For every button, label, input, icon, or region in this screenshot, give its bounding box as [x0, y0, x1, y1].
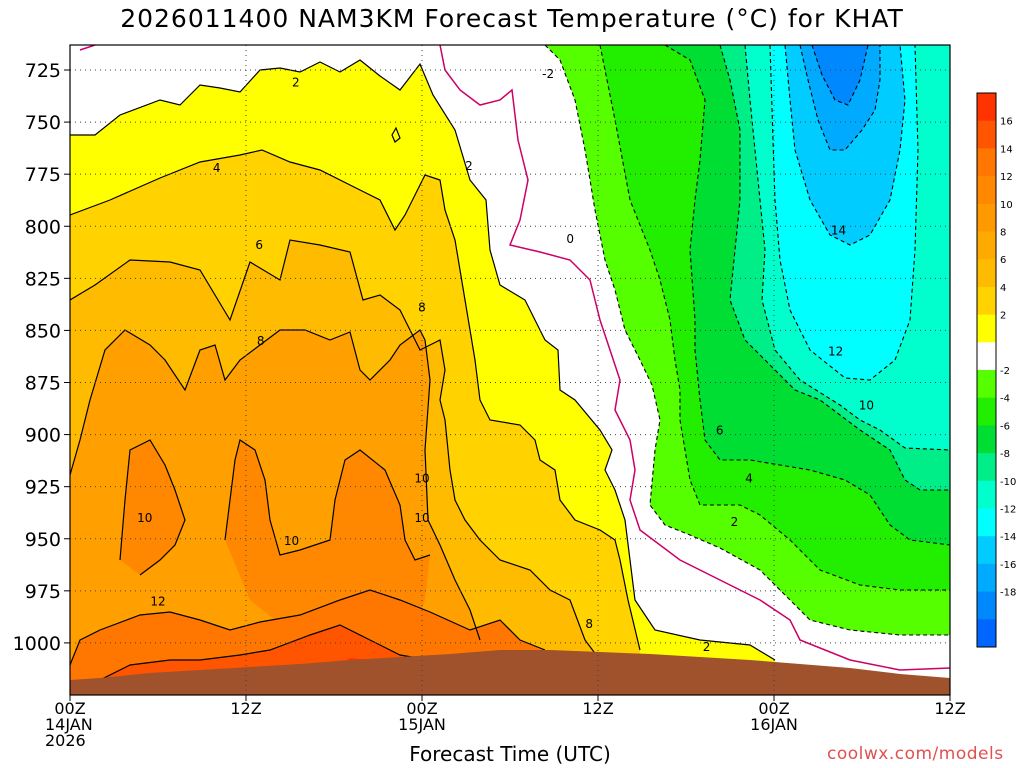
fill-layer [70, 45, 950, 695]
x-tick-label: 12Z [230, 699, 261, 718]
y-tick-label: 850 [25, 320, 61, 342]
colorbar-frame [976, 92, 997, 648]
colorbar-segment [977, 536, 996, 565]
colorbar-label: 10 [1000, 200, 1013, 211]
contour-label: 8 [585, 617, 593, 631]
contour-label: 2 [703, 640, 711, 654]
credit-text: coolwx.com/models [827, 744, 1004, 764]
colorbar-label: -12 [1000, 505, 1016, 516]
chart-title: 2026011400 NAM3KM Forecast Temperature (… [120, 4, 904, 33]
colorbar-label: 16 [1000, 117, 1013, 128]
colorbar-segment [977, 286, 996, 316]
x-tick-label: 16JAN [750, 715, 798, 734]
colorbar-label: -8 [1000, 449, 1010, 460]
y-tick-label: 900 [25, 425, 61, 447]
cold-contours [544, 45, 950, 636]
colorbar-label: -4 [1000, 394, 1010, 405]
colorbar-segment [977, 425, 996, 454]
colorbar-label: -18 [1000, 588, 1016, 599]
fill-10c-b [225, 440, 430, 640]
y-tick-label: 925 [25, 477, 61, 499]
colorbar-segment [977, 120, 996, 149]
colorbar-segment [977, 563, 996, 593]
grid-lines [70, 45, 950, 695]
contour-label: 2 [731, 515, 739, 529]
contour-label: 6 [716, 423, 724, 437]
colorbar-label: 8 [1000, 228, 1006, 239]
y-tick-label: 725 [25, 60, 61, 82]
plot-frame [69, 44, 951, 696]
colorbar-segment [977, 508, 996, 537]
colorbar-segment [977, 148, 996, 177]
contour-label: -2 [542, 67, 554, 81]
colorbar-segment [977, 370, 996, 399]
colorbar-segment [977, 480, 996, 509]
contour-label: 14 [831, 223, 846, 237]
axis-ticks: 725 750 775 800 825 850 875 900 925 950 975 1000 00Z… [13, 60, 966, 750]
y-tick-label: 975 [25, 581, 61, 603]
contour-label: 0 [566, 232, 574, 246]
contour-label: 8 [418, 301, 426, 315]
x-tick-label: 14JAN [45, 715, 93, 734]
y-tick-label: 825 [25, 268, 61, 290]
x-tick-label: 00Z [54, 699, 85, 718]
y-tick-label: 775 [25, 164, 61, 186]
colorbar-label: -14 [1000, 532, 1016, 543]
colorbar-label: 2 [1000, 311, 1006, 322]
contour-label: 10 [414, 511, 429, 525]
colorbar-segment [977, 93, 996, 122]
contour-label: 12 [828, 344, 843, 358]
contour-label: 4 [213, 161, 221, 175]
x-tick-label: 12Z [582, 699, 613, 718]
fill-10c [120, 440, 185, 575]
colorbar-label: -6 [1000, 421, 1010, 432]
colorbar: 16 14 12 10 8 6 4 2 -2 -4 -6 -8 -10 -12 -14 -16 -18 [976, 92, 1016, 648]
colorbar-segment [977, 176, 996, 205]
y-tick-label: 800 [25, 216, 61, 238]
contour-label: 2 [292, 76, 300, 90]
y-tick-label: 875 [25, 373, 61, 395]
x-axis-label: Forecast Time (UTC) [409, 742, 611, 766]
colorbar-label: 12 [1000, 172, 1013, 183]
x-tick-label: 00Z [758, 699, 789, 718]
terrain [70, 650, 950, 695]
warm-contours [70, 59, 776, 695]
y-tick-label: 1000 [13, 633, 61, 655]
colorbar-segment [977, 342, 996, 371]
colorbar-segment [977, 203, 996, 232]
zero-isotherm [439, 45, 950, 671]
colorbar-label: 4 [1000, 283, 1006, 294]
x-tick-label: 12Z [934, 699, 965, 718]
y-tick-label: 750 [25, 112, 61, 134]
x-tick-label: 00Z [406, 699, 437, 718]
fill-m18c [812, 45, 868, 105]
contour-label: 12 [150, 594, 165, 608]
colorbar-segment [977, 397, 996, 426]
colorbar-label: -2 [1000, 366, 1010, 377]
colorbar-label: -10 [1000, 477, 1016, 488]
contour-label: 10 [137, 511, 152, 525]
colorbar-label: -16 [1000, 560, 1016, 571]
x-tick-label: 15JAN [398, 715, 446, 734]
colorbar-segment [977, 591, 996, 620]
colorbar-segment [977, 453, 996, 482]
contour-labels: 2 2 -2 0 4 6 8 8 10 10 10 10 12 8 2 2 4 6 10 12 14 [137, 67, 874, 654]
zero-isotherm-left [79, 45, 96, 51]
contour-label: 2 [465, 159, 473, 173]
contour-label: 6 [255, 238, 263, 252]
contour-label: 10 [284, 534, 299, 548]
colorbar-segment [977, 259, 996, 288]
colorbar-label: 14 [1000, 144, 1013, 155]
x-tick-label: 2026 [45, 731, 86, 750]
colorbar-segment [977, 314, 996, 343]
colorbar-label: 6 [1000, 255, 1006, 266]
colorbar-segment [977, 619, 996, 648]
contour-label: 8 [257, 334, 265, 348]
contour-label: 10 [414, 471, 429, 485]
contour-label: 10 [859, 398, 874, 412]
y-tick-label: 950 [25, 529, 61, 551]
contour-label: 4 [745, 471, 753, 485]
colorbar-segment [977, 231, 996, 260]
